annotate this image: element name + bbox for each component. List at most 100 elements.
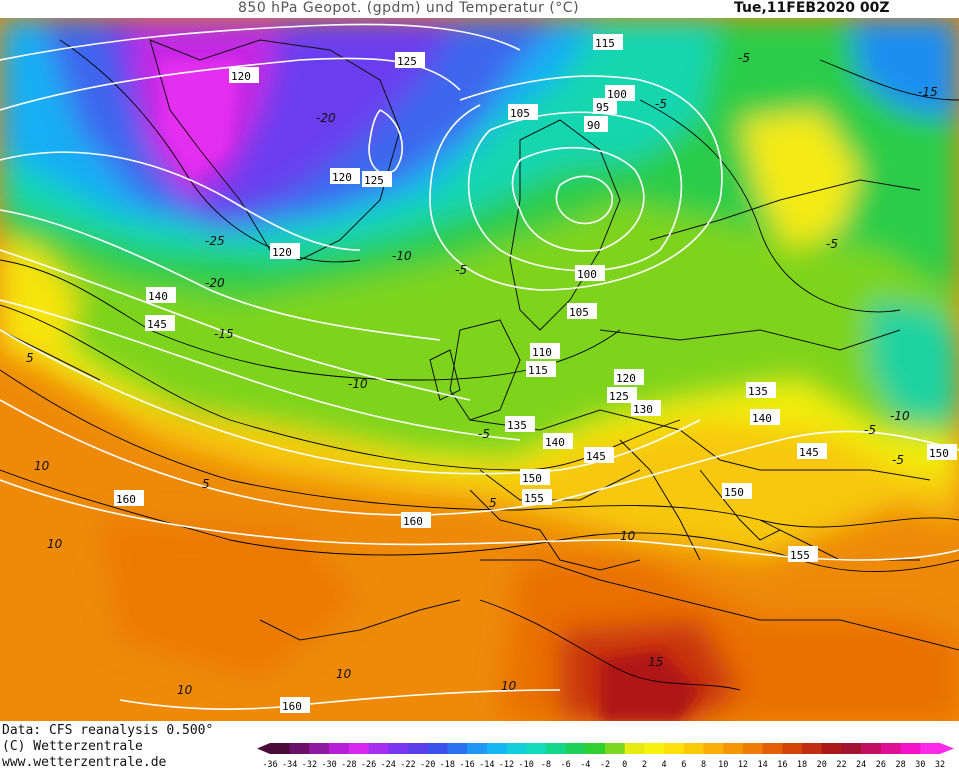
color-swatch	[782, 743, 803, 754]
gp-label-text: 160	[282, 700, 302, 713]
gp-label: 145	[584, 447, 614, 463]
color-scale-tick-label: -18	[440, 760, 455, 770]
color-scale-tick-label: -14	[479, 760, 494, 770]
gp-label-text: 100	[577, 268, 597, 281]
copyright-text: (C) Wetterzentrale	[2, 739, 143, 754]
gp-label: 115	[593, 34, 623, 50]
color-scale-tick-label: 10	[718, 760, 728, 770]
gp-label-text: 155	[524, 492, 544, 505]
gp-label: 130	[631, 400, 661, 416]
gp-label-text: 120	[332, 171, 352, 184]
gp-label-text: 155	[790, 549, 810, 562]
gp-label-text: 100	[607, 88, 627, 101]
color-scale-tick-label: 24	[856, 760, 866, 770]
color-scale-tick-label: 26	[876, 760, 886, 770]
color-swatch	[270, 743, 291, 754]
gp-label: 120	[229, 67, 259, 83]
gp-label-text: 160	[116, 493, 136, 506]
color-scale-tick-label: 22	[836, 760, 846, 770]
gp-label: 115	[526, 361, 556, 377]
gp-label: 105	[508, 104, 538, 120]
color-swatch	[723, 743, 744, 754]
color-scale-tick-label: -24	[381, 760, 396, 770]
color-swatch	[486, 743, 508, 754]
color-scale-tick-label: 4	[662, 760, 667, 770]
color-swatch	[407, 743, 429, 754]
gp-label-text: 110	[532, 346, 552, 359]
color-scale-tick-label: 32	[935, 760, 945, 770]
gp-label: 120	[614, 369, 644, 385]
temp-label: 5	[26, 351, 34, 365]
gp-label: 95	[593, 98, 617, 114]
temperature-labels: -20 -25 -20 -15 -10 -10 -5 -5 -5 -5 -5 -…	[26, 51, 938, 697]
gp-label-text: 150	[724, 486, 744, 499]
gp-label-text: 105	[569, 306, 589, 319]
color-scale-right-arrow	[940, 743, 954, 754]
gp-label-text: 135	[748, 385, 768, 398]
gp-label-text: 125	[609, 390, 629, 403]
gp-label-text: 145	[147, 318, 167, 331]
temp-label: -5	[455, 263, 467, 277]
gp-label-text: 105	[510, 107, 530, 120]
gp-label: 155	[788, 546, 818, 562]
color-scale-tick-label: -26	[361, 760, 376, 770]
gp-label: 125	[607, 387, 637, 403]
gp-label-text: 150	[522, 472, 542, 485]
color-swatch	[309, 743, 330, 754]
color-scale-tick-label: -20	[420, 760, 435, 770]
gp-label: 135	[746, 382, 776, 398]
temp-label: -20	[205, 276, 225, 290]
gp-label: 145	[145, 315, 175, 331]
temp-label: 5	[202, 477, 210, 491]
color-scale-tick-label: 16	[777, 760, 787, 770]
color-swatch	[526, 743, 547, 754]
gp-label: 140	[543, 433, 573, 449]
color-scale-tick-label: 30	[915, 760, 925, 770]
color-scale-tick-label: -8	[541, 760, 551, 770]
color-scale-tick-label: 14	[758, 760, 768, 770]
color-swatch	[467, 743, 488, 754]
color-swatch	[329, 743, 350, 754]
color-scale-tick-label: 28	[895, 760, 905, 770]
temp-label: -25	[205, 234, 225, 248]
color-scale-tick-label: -12	[499, 760, 514, 770]
gp-label: 90	[584, 116, 608, 132]
gp-label-text: 115	[595, 37, 615, 50]
color-scale-tick-label: -4	[580, 760, 590, 770]
color-swatch	[427, 743, 448, 754]
color-swatch	[664, 743, 685, 754]
gp-label: 120	[330, 168, 360, 184]
temp-label: 10	[336, 667, 352, 681]
gp-label-text: 95	[596, 101, 609, 114]
temperature-field	[0, 18, 959, 721]
temp-label: -15	[214, 327, 234, 341]
color-swatch	[624, 743, 646, 754]
temp-label: 5	[489, 496, 497, 510]
temp-label: 10	[177, 683, 193, 697]
gp-label: 125	[362, 171, 392, 187]
temp-label: 10	[501, 679, 517, 693]
gp-label: 110	[530, 343, 560, 359]
color-scale-tick-label: 18	[797, 760, 807, 770]
color-scale-tick-label: -6	[560, 760, 570, 770]
gp-label: 100	[605, 85, 635, 101]
color-scale-left-arrow	[257, 743, 270, 754]
temp-label: -5	[738, 51, 750, 65]
color-swatch	[742, 743, 764, 754]
color-swatch	[762, 743, 783, 754]
gp-label: 160	[114, 490, 144, 506]
gp-label-text: 150	[929, 447, 949, 460]
gp-label: 135	[505, 416, 535, 432]
color-scale-tick-label: 12	[738, 760, 748, 770]
color-scale-tick-label: 2	[642, 760, 647, 770]
color-scale-tick-label: 0	[622, 760, 627, 770]
color-swatch	[880, 743, 902, 754]
color-swatch	[605, 743, 626, 754]
temp-label: -10	[890, 409, 910, 423]
temp-label: 15	[648, 655, 663, 669]
gp-label-text: 140	[545, 436, 565, 449]
gp-label: 150	[520, 469, 550, 485]
map-datetime: Tue,11FEB2020 00Z	[734, 0, 890, 16]
gp-label: 105	[567, 303, 597, 319]
gp-label: 140	[750, 409, 780, 425]
